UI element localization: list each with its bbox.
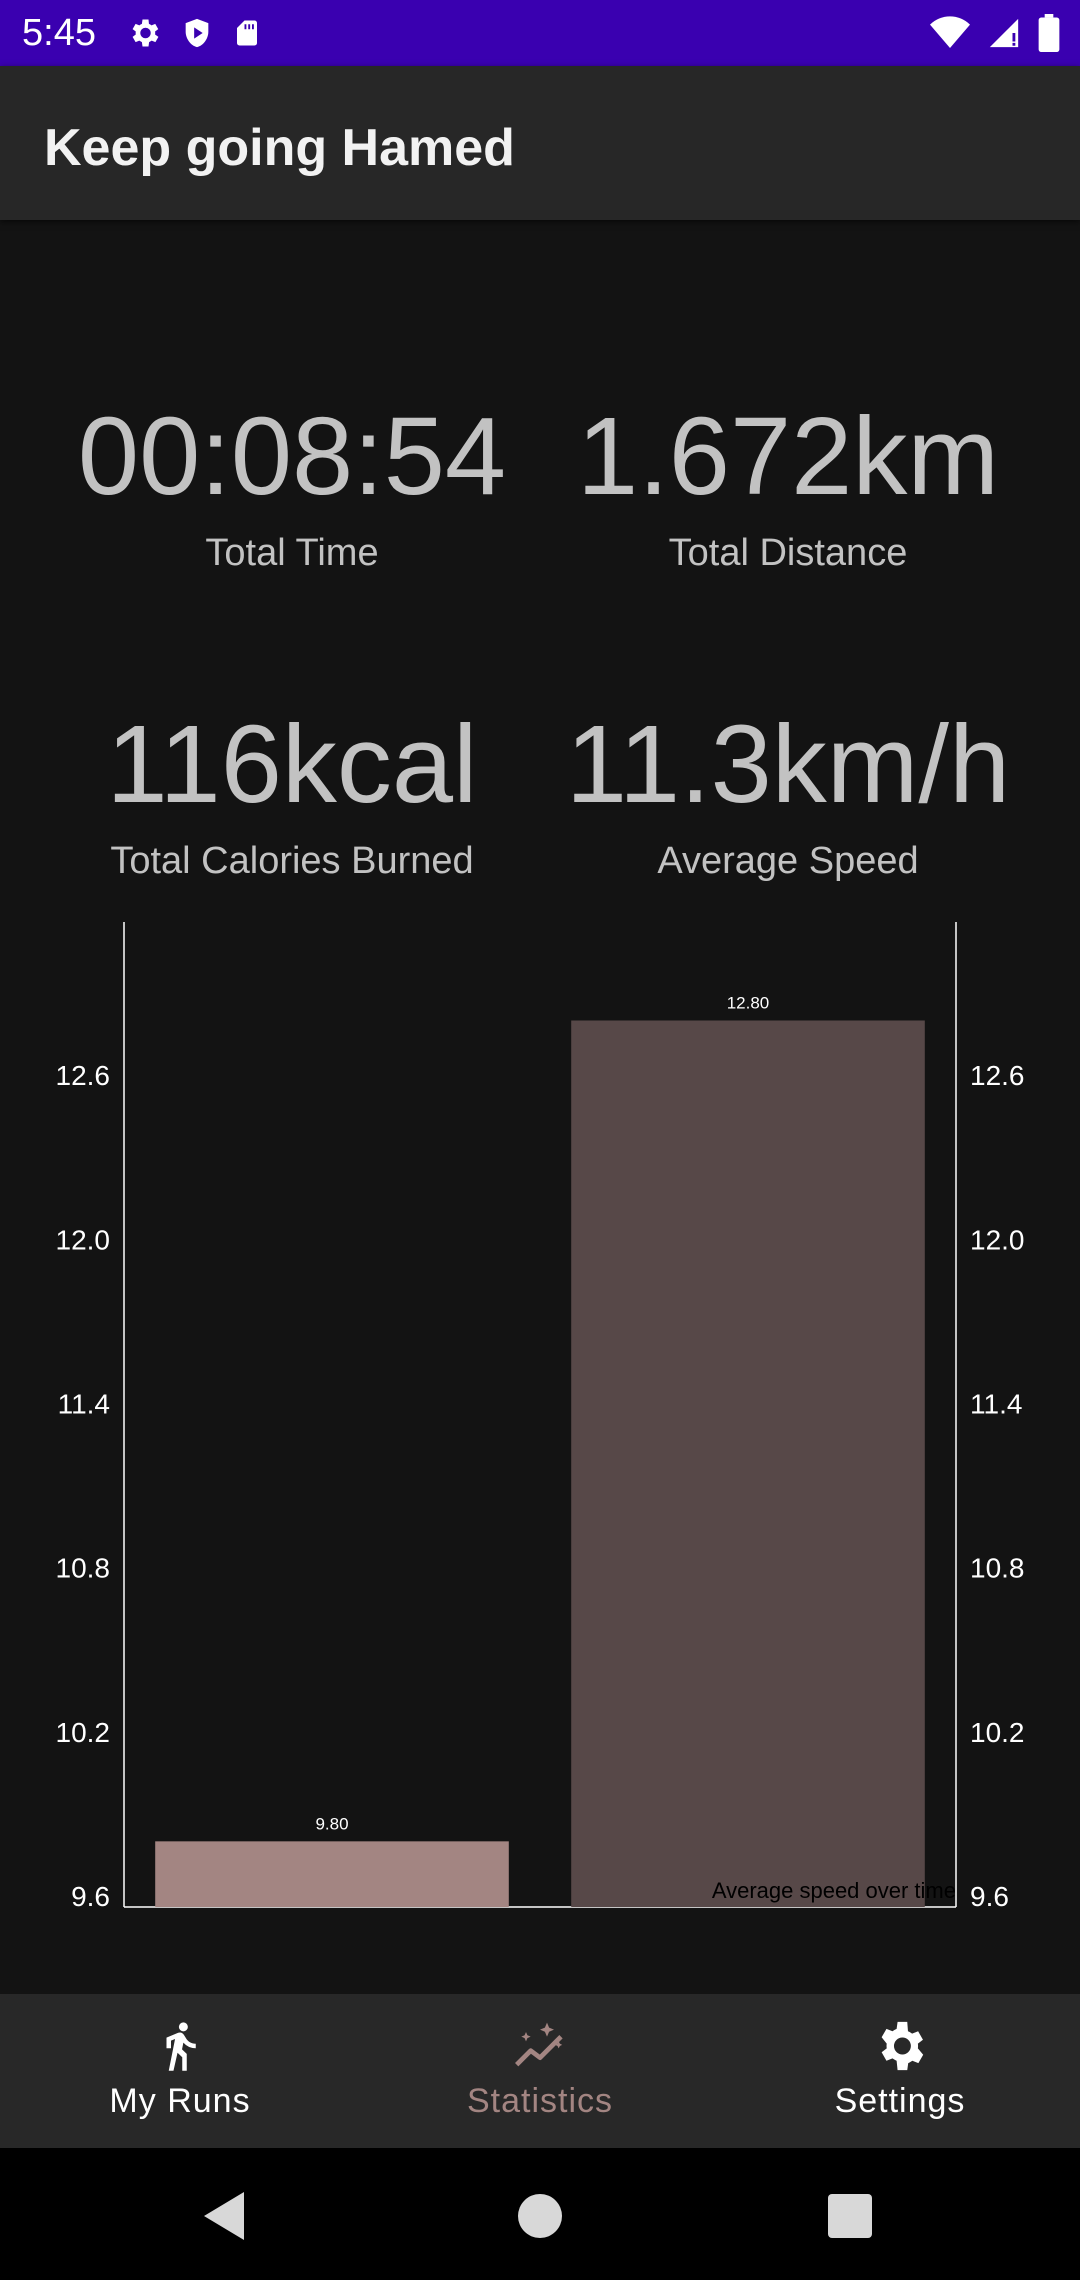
- bottom-navigation: My Runs Statistics Settings: [0, 1994, 1080, 2148]
- stat-label: Total Calories Burned: [110, 840, 474, 882]
- y-tick-label-right: 10.8: [970, 1553, 1025, 1584]
- system-navigation-bar: [0, 2148, 1080, 2280]
- y-tick-label-right: 12.0: [970, 1224, 1025, 1255]
- settings-status-icon: [132, 19, 159, 47]
- nav-label: Statistics: [466, 2082, 614, 2120]
- battery-icon: [1038, 14, 1060, 52]
- speed-bar-chart: 9.6 9.6 10.2 10.2 10.8 10.8 11.4 11.4 12.0 12.0 12…: [56, 922, 1025, 1912]
- nav-item-statistics[interactable]: Statistics: [360, 1994, 720, 2148]
- insights-icon: [510, 2016, 570, 2076]
- recents-icon[interactable]: [828, 2194, 872, 2238]
- stat-total-distance: 1.672km Total Distance: [538, 402, 1038, 575]
- stat-value: 11.3km/h: [565, 703, 1011, 826]
- cellular-signal-icon: [989, 18, 1019, 48]
- y-tick-label-left: 11.4: [58, 1389, 110, 1420]
- sd-card-icon: [236, 20, 257, 46]
- y-tick-label-right: 12.6: [970, 1060, 1025, 1091]
- bar-value-label: 12.80: [727, 994, 770, 1013]
- nav-label: Settings: [834, 2082, 966, 2120]
- wifi-icon: [930, 16, 970, 48]
- status-icons-right: [930, 0, 1060, 66]
- status-icons-left: [126, 15, 262, 51]
- y-tick-label-right: 9.6: [970, 1881, 1009, 1912]
- stat-average-speed: 11.3km/h Average Speed: [538, 710, 1038, 883]
- y-tick-label-left: 10.2: [56, 1717, 111, 1748]
- stat-value: 1.672km: [577, 395, 999, 518]
- y-tick-label-right: 10.2: [970, 1717, 1025, 1748]
- stat-label: Average Speed: [657, 840, 919, 882]
- stat-label: Total Distance: [668, 532, 908, 574]
- stat-label: Total Time: [205, 532, 379, 574]
- nav-item-my-runs[interactable]: My Runs: [0, 1994, 360, 2148]
- y-tick-label-right: 11.4: [970, 1389, 1022, 1420]
- status-bar: 5:45: [0, 0, 1080, 66]
- y-tick-label-left: 10.8: [56, 1553, 111, 1584]
- run-icon: [150, 2016, 210, 2076]
- bar-value-label: 9.80: [315, 1814, 348, 1833]
- stat-calories: 116kcal Total Calories Burned: [42, 710, 542, 883]
- home-icon[interactable]: [518, 2194, 562, 2238]
- chart-bar: [571, 1020, 925, 1907]
- status-time: 5:45: [22, 11, 96, 54]
- gear-icon: [870, 2016, 930, 2076]
- back-icon[interactable]: [204, 2192, 248, 2240]
- nav-label: My Runs: [109, 2082, 251, 2120]
- y-tick-label-left: 12.0: [56, 1224, 111, 1255]
- chart-bar: [155, 1841, 509, 1907]
- stat-value: 116kcal: [106, 703, 478, 826]
- app-bar: Keep going Hamed: [0, 66, 1080, 220]
- stat-total-time: 00:08:54 Total Time: [42, 402, 542, 575]
- stat-value: 00:08:54: [77, 395, 507, 518]
- chart-description: Average speed over time: [712, 1878, 956, 1903]
- y-tick-label-left: 12.6: [56, 1060, 111, 1091]
- shield-play-icon: [185, 18, 209, 48]
- nav-item-settings[interactable]: Settings: [720, 1994, 1080, 2148]
- y-tick-label-left: 9.6: [71, 1881, 110, 1912]
- page-title: Keep going Hamed: [44, 119, 515, 177]
